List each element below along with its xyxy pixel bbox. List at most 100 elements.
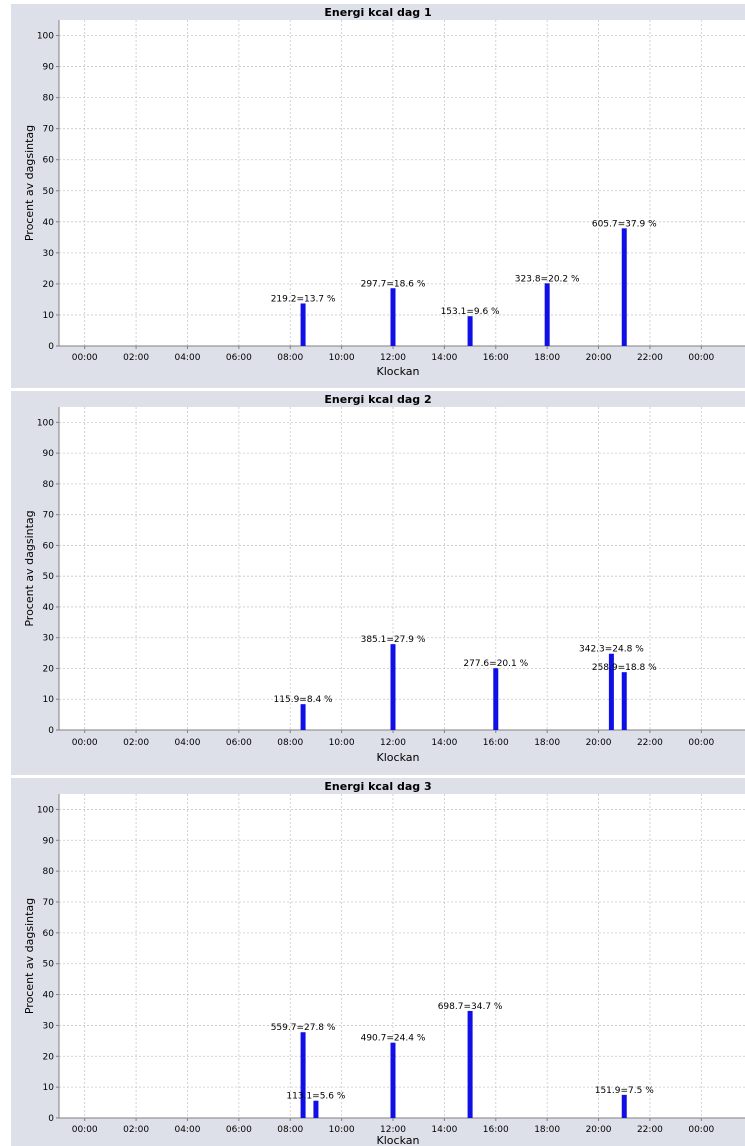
bar-data-label: 323.8=20.2 % — [515, 274, 580, 284]
y-tick-label: 70 — [43, 125, 55, 135]
x-tick-label: 02:00 — [123, 738, 149, 748]
chart-title: Energi kcal dag 2 — [324, 393, 431, 406]
x-tick-label: 22:00 — [637, 738, 663, 748]
bar — [390, 288, 396, 346]
bar-data-label: 559.7=27.8 % — [271, 1023, 336, 1033]
energy-chart-day-2: Energi kcal dag 2 0 10 20 30 40 50 60 70 80 90 100 0… — [23, 393, 745, 764]
x-tick-label: 02:00 — [123, 353, 149, 363]
x-tick-label: 16:00 — [483, 1125, 509, 1135]
y-tick-label: 20 — [43, 1052, 55, 1062]
bar — [300, 1032, 306, 1118]
x-tick-label: 18:00 — [534, 353, 560, 363]
y-tick-label: 100 — [37, 418, 54, 428]
bar-data-label: 153.1=9.6 % — [441, 307, 500, 317]
y-tick-label: 0 — [48, 1114, 54, 1124]
x-tick-label: 06:00 — [226, 353, 252, 363]
bar-data-label: 219.2=13.7 % — [271, 294, 336, 304]
y-tick-label: 90 — [43, 836, 55, 846]
y-tick-label: 40 — [43, 991, 55, 1001]
y-tick-label: 10 — [43, 1083, 55, 1093]
y-tick-label: 40 — [43, 603, 55, 613]
x-tick-label: 16:00 — [483, 738, 509, 748]
x-tick-label: 16:00 — [483, 353, 509, 363]
bar-data-label: 115.9=8.4 % — [274, 695, 333, 705]
bar — [621, 228, 627, 346]
x-axis-label: Klockan — [377, 751, 420, 764]
bar — [300, 303, 306, 346]
x-tick-label: 12:00 — [380, 738, 406, 748]
plot-area — [59, 407, 745, 730]
y-tick-label: 10 — [43, 311, 55, 321]
x-tick-label: 14:00 — [431, 353, 457, 363]
y-tick-label: 100 — [37, 32, 54, 42]
bar-data-label: 297.7=18.6 % — [361, 279, 426, 289]
x-tick-label: 12:00 — [380, 353, 406, 363]
bar — [544, 283, 550, 346]
x-tick-label: 20:00 — [586, 738, 612, 748]
y-tick-label: 30 — [43, 249, 55, 259]
x-tick-label: 10:00 — [329, 353, 355, 363]
x-tick-label: 14:00 — [431, 1125, 457, 1135]
y-tick-label: 40 — [43, 218, 55, 228]
y-tick-label: 20 — [43, 280, 55, 290]
chart-panel-day-1: Energi kcal dag 1 0 10 20 30 40 50 60 70 80 90 100 0… — [11, 4, 745, 388]
y-tick-label: 60 — [43, 156, 55, 166]
bar — [621, 1094, 627, 1118]
x-tick-label: 20:00 — [586, 1125, 612, 1135]
chart-panel-day-2: Energi kcal dag 2 0 10 20 30 40 50 60 70 80 90 100 0… — [11, 391, 745, 775]
x-tick-label: 10:00 — [329, 738, 355, 748]
x-tick-label: 04:00 — [174, 738, 200, 748]
bar-data-label: 385.1=27.9 % — [361, 635, 426, 645]
x-tick-label: 00:00 — [688, 738, 714, 748]
bar-data-label: 277.6=20.1 % — [463, 659, 528, 669]
x-axis-label: Klockan — [377, 1134, 420, 1146]
bar — [313, 1100, 319, 1118]
bar-data-label: 698.7=34.7 % — [438, 1002, 503, 1012]
y-axis-label: Procent av dagsintag — [23, 898, 36, 1014]
y-tick-label: 60 — [43, 929, 55, 939]
bar-data-label: 490.7=24.4 % — [361, 1034, 426, 1044]
bar — [390, 1042, 396, 1118]
bar-data-label: 605.7=37.9 % — [592, 219, 657, 229]
y-axis-label: Procent av dagsintag — [23, 510, 36, 626]
y-tick-label: 80 — [43, 867, 55, 877]
y-axis-label: Procent av dagsintag — [23, 125, 36, 241]
bar — [493, 668, 499, 730]
chart-panel-day-3: Energi kcal dag 3 0 10 20 30 40 50 60 70 80 90 100 0… — [11, 778, 745, 1146]
y-tick-label: 70 — [43, 511, 55, 521]
energy-chart-day-3: Energi kcal dag 3 0 10 20 30 40 50 60 70 80 90 100 0… — [23, 780, 745, 1146]
plot-area — [59, 794, 745, 1118]
x-tick-label: 22:00 — [637, 1125, 663, 1135]
y-tick-label: 80 — [43, 480, 55, 490]
x-tick-label: 00:00 — [688, 1125, 714, 1135]
bar — [467, 316, 473, 346]
y-tick-label: 90 — [43, 63, 55, 73]
x-tick-label: 04:00 — [174, 1125, 200, 1135]
plot-area — [59, 20, 745, 346]
bar — [300, 704, 306, 730]
x-tick-label: 00:00 — [72, 1125, 98, 1135]
y-tick-label: 100 — [37, 805, 54, 815]
bar — [608, 653, 614, 730]
x-tick-label: 08:00 — [277, 1125, 303, 1135]
energy-chart-day-1: Energi kcal dag 1 0 10 20 30 40 50 60 70 80 90 100 0… — [23, 6, 745, 378]
y-tick-label: 50 — [43, 960, 55, 970]
x-tick-label: 12:00 — [380, 1125, 406, 1135]
x-tick-label: 10:00 — [329, 1125, 355, 1135]
x-tick-label: 00:00 — [72, 353, 98, 363]
chart-title: Energi kcal dag 3 — [324, 780, 431, 793]
x-tick-label: 04:00 — [174, 353, 200, 363]
y-tick-label: 90 — [43, 449, 55, 459]
y-tick-label: 30 — [43, 634, 55, 644]
bar-data-label: 342.3=24.8 % — [579, 645, 644, 655]
chart-title: Energi kcal dag 1 — [324, 6, 431, 19]
bar — [467, 1010, 473, 1118]
bar-data-label: 113.1=5.6 % — [286, 1092, 345, 1102]
y-tick-label: 60 — [43, 541, 55, 551]
x-tick-label: 08:00 — [277, 353, 303, 363]
y-tick-label: 50 — [43, 187, 55, 197]
bar-data-label: 151.9=7.5 % — [595, 1086, 654, 1096]
x-tick-label: 18:00 — [534, 1125, 560, 1135]
x-tick-label: 14:00 — [431, 738, 457, 748]
x-axis-label: Klockan — [377, 365, 420, 378]
